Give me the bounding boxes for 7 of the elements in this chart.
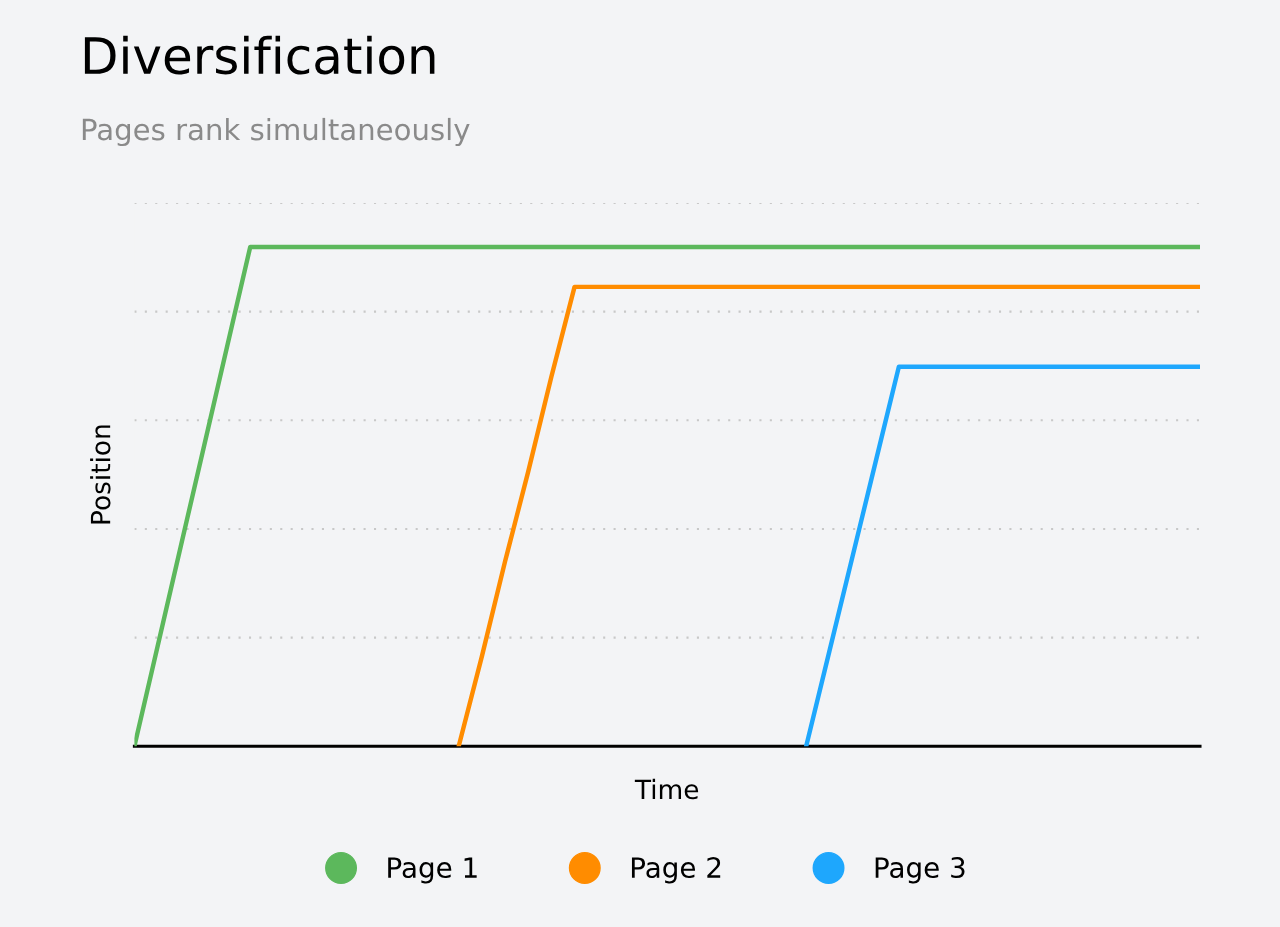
chart-subtitle: Pages rank simultaneously [82,117,470,147]
chart-title: Diversification [84,35,435,75]
legend-label: Page 2 [631,857,721,884]
x-axis-title: Time [634,778,699,800]
legend-label: Page 1 [388,857,477,884]
y-axis-title: Position [90,425,111,524]
legend-label: Page 3 [875,857,965,884]
